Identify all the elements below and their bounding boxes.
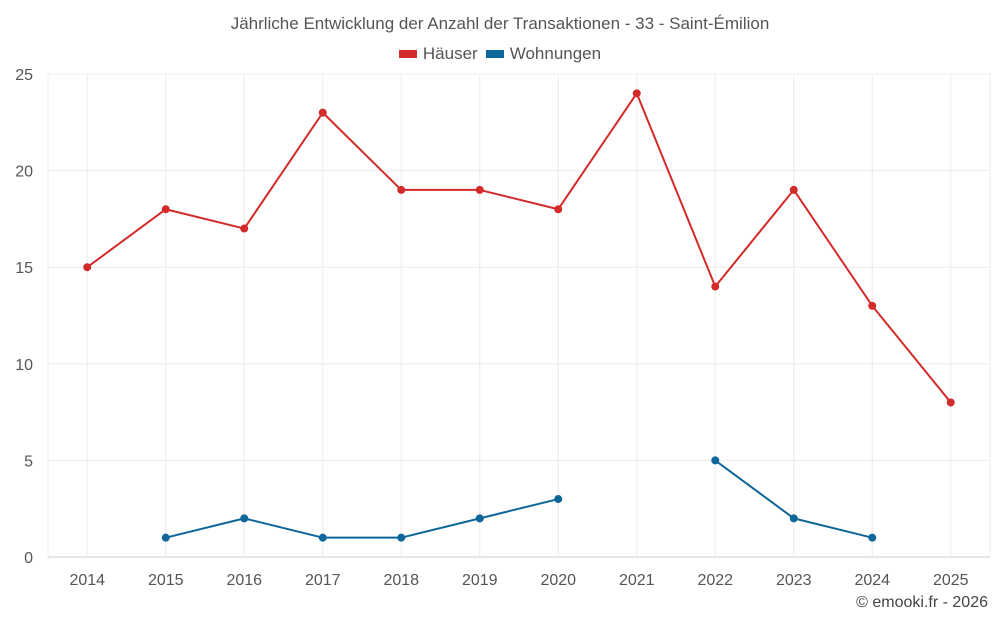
data-point-wohnungen — [397, 533, 406, 542]
y-tick-label: 25 — [15, 67, 33, 84]
y-tick-label: 5 — [24, 453, 33, 470]
data-point-wohnungen — [554, 495, 563, 504]
x-tick-label: 2021 — [619, 572, 655, 589]
y-tick-label: 20 — [15, 164, 33, 181]
copyright-credit: © emooki.fr - 2026 — [856, 594, 988, 611]
x-tick-label: 2024 — [854, 572, 890, 589]
data-point-haeuser — [83, 263, 92, 272]
x-tick-label: 2025 — [933, 572, 969, 589]
legend-swatch-haeuser — [398, 50, 417, 58]
series-line-haeuser — [86, 92, 952, 404]
data-point-wohnungen — [318, 533, 327, 542]
x-tick-label: 2023 — [776, 572, 812, 589]
data-point-haeuser — [946, 398, 955, 407]
x-tick-label: 2014 — [69, 572, 105, 589]
data-point-wohnungen — [475, 514, 484, 523]
data-point-haeuser — [475, 185, 484, 194]
data-point-wohnungen — [711, 456, 720, 465]
data-point-haeuser — [868, 301, 877, 310]
legend-item-haeuser[interactable]: Häuser — [398, 44, 478, 64]
data-point-wohnungen — [789, 514, 798, 523]
data-point-wohnungen — [868, 533, 877, 542]
x-tick-label: 2022 — [697, 572, 733, 589]
legend: Häuser Wohnungen — [0, 44, 1000, 64]
data-point-haeuser — [789, 185, 798, 194]
data-point-haeuser — [240, 224, 249, 233]
y-tick-label: 15 — [15, 260, 33, 277]
data-point-wohnungen — [161, 533, 170, 542]
legend-swatch-wohnungen — [485, 50, 504, 58]
y-tick-label: 0 — [24, 550, 33, 567]
x-tick-label: 2017 — [305, 572, 341, 589]
series-line-wohnungen — [165, 498, 559, 539]
chart-title: Jährliche Entwicklung der Anzahl der Tra… — [230, 14, 770, 33]
data-point-haeuser — [161, 205, 170, 214]
x-tick-label: 2016 — [226, 572, 262, 589]
x-tick-label: 2015 — [148, 572, 184, 589]
x-tick-label: 2018 — [383, 572, 419, 589]
data-point-wohnungen — [240, 514, 249, 523]
data-point-haeuser — [632, 89, 641, 98]
data-point-haeuser — [554, 205, 563, 214]
data-point-haeuser — [318, 108, 327, 117]
legend-label-wohnungen: Wohnungen — [509, 44, 602, 63]
legend-label-haeuser: Häuser — [422, 44, 478, 63]
data-point-haeuser — [711, 282, 720, 291]
data-point-haeuser — [397, 185, 406, 194]
x-tick-label: 2019 — [462, 572, 498, 589]
y-tick-label: 10 — [15, 357, 33, 374]
legend-item-wohnungen[interactable]: Wohnungen — [485, 44, 602, 64]
x-tick-label: 2020 — [540, 572, 576, 589]
